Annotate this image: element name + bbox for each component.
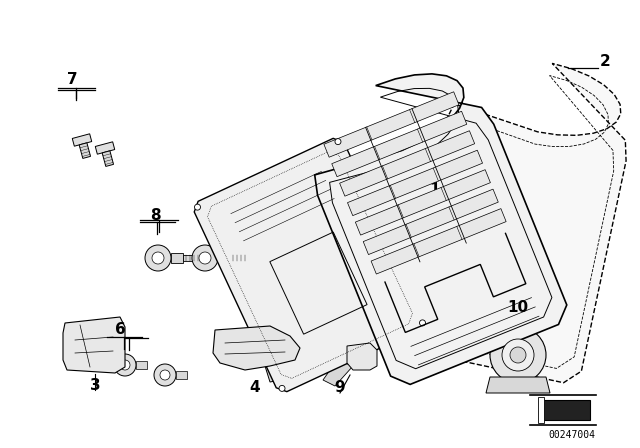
Polygon shape	[355, 170, 490, 235]
Circle shape	[279, 385, 285, 392]
Polygon shape	[371, 209, 506, 274]
Text: 2: 2	[600, 55, 611, 69]
Text: 3: 3	[90, 378, 100, 392]
Polygon shape	[486, 377, 550, 393]
Text: 10: 10	[508, 301, 529, 315]
Polygon shape	[332, 111, 467, 177]
Polygon shape	[538, 397, 544, 423]
Text: 4: 4	[250, 380, 260, 396]
Polygon shape	[183, 255, 200, 261]
Polygon shape	[230, 255, 247, 261]
Circle shape	[114, 354, 136, 376]
Circle shape	[154, 364, 176, 386]
Circle shape	[510, 347, 526, 363]
Polygon shape	[265, 360, 300, 382]
Text: 5: 5	[349, 181, 360, 195]
Polygon shape	[136, 361, 147, 369]
Circle shape	[419, 320, 426, 326]
Text: 00247004: 00247004	[548, 430, 595, 440]
Polygon shape	[348, 150, 483, 215]
Circle shape	[192, 245, 218, 271]
Polygon shape	[340, 131, 475, 196]
Polygon shape	[213, 326, 300, 370]
Polygon shape	[401, 63, 626, 383]
Polygon shape	[102, 151, 113, 166]
Circle shape	[160, 370, 170, 380]
Polygon shape	[79, 143, 90, 159]
Text: 1: 1	[429, 182, 440, 198]
Text: 9: 9	[335, 380, 346, 396]
Polygon shape	[63, 317, 125, 373]
Polygon shape	[218, 253, 230, 263]
Text: 8: 8	[150, 207, 160, 223]
Polygon shape	[324, 92, 459, 157]
Polygon shape	[315, 74, 567, 384]
Circle shape	[490, 327, 546, 383]
Polygon shape	[364, 189, 499, 254]
Text: 6: 6	[115, 323, 125, 337]
Polygon shape	[347, 343, 377, 370]
Polygon shape	[95, 142, 115, 154]
Circle shape	[195, 204, 200, 210]
Circle shape	[120, 360, 130, 370]
Circle shape	[502, 339, 534, 371]
Circle shape	[152, 252, 164, 264]
Text: 7: 7	[67, 73, 77, 87]
Circle shape	[335, 138, 341, 145]
Polygon shape	[176, 371, 187, 379]
Polygon shape	[542, 400, 590, 420]
Circle shape	[199, 252, 211, 264]
Circle shape	[145, 245, 171, 271]
Polygon shape	[194, 138, 426, 392]
Polygon shape	[171, 253, 183, 263]
Polygon shape	[72, 134, 92, 146]
Polygon shape	[323, 360, 353, 386]
